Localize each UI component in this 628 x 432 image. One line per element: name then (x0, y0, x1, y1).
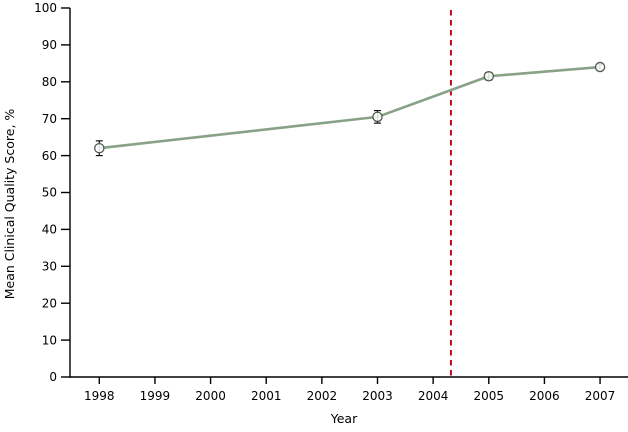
data-point-marker (594, 61, 606, 73)
x-tick-label: 2003 (362, 389, 393, 403)
y-tick-label: 70 (42, 112, 57, 126)
x-tick-label: 1999 (140, 389, 171, 403)
y-axis-title: Mean Clinical Quality Score, % (2, 109, 17, 300)
y-tick-label: 90 (42, 38, 57, 52)
x-tick-label: 2005 (474, 389, 505, 403)
x-tick-label: 2002 (307, 389, 338, 403)
y-tick-label: 10 (42, 333, 57, 347)
data-point-marker (372, 111, 383, 123)
x-tick-label: 2006 (529, 389, 560, 403)
data-point-marker (483, 71, 495, 82)
axes-layer: 0 10 20 30 40 50 60 70 80 90 100 1998 1999 2000 2001 20… (34, 1, 628, 403)
x-tick-label: 2000 (195, 389, 226, 403)
data-line (99, 65, 601, 150)
y-tick-label: 80 (42, 75, 57, 89)
y-tick-label: 50 (42, 186, 57, 200)
y-tick-label: 30 (42, 260, 57, 274)
data-point-marker (94, 142, 105, 154)
y-tick-label: 20 (42, 296, 57, 310)
x-axis-title: Year (330, 411, 358, 426)
y-tick-label: 100 (34, 1, 57, 15)
y-tick-label: 40 (42, 223, 57, 237)
x-tick-label: 2007 (585, 389, 616, 403)
x-tick-label: 2004 (418, 389, 449, 403)
x-tick-label: 2001 (251, 389, 282, 403)
y-tick-label: 60 (42, 149, 57, 163)
data-series-layer (94, 61, 606, 157)
x-tick-label: 1998 (84, 389, 115, 403)
y-tick-label: 0 (49, 370, 57, 384)
